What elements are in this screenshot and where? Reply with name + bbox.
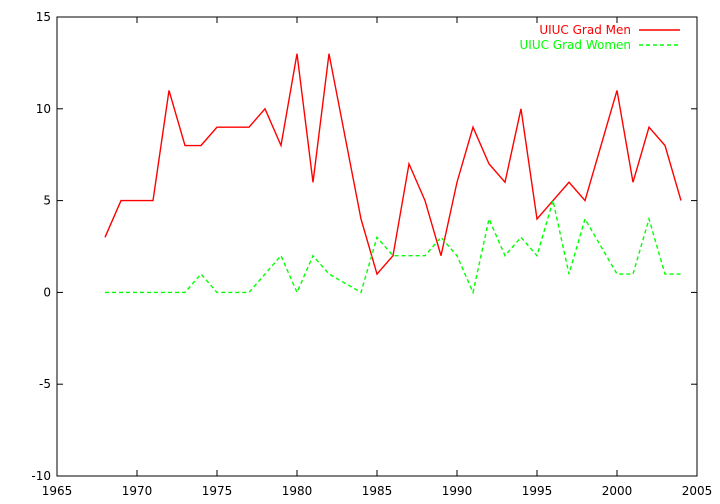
x-tick-label: 2000 [602,484,633,498]
x-tick-label: 1990 [442,484,473,498]
series-line-0 [104,53,682,276]
legend-label: UIUC Grad Men [539,23,631,37]
x-tick-labels: 1965 1970 1975 1980 1985 1990 1995 2000 2005 [42,484,713,498]
series-lines [104,53,682,295]
x-tick-label: 1985 [362,484,393,498]
x-tick-label: 2005 [682,484,713,498]
y-tick-labels: -10 -5 0 5 10 15 [31,10,51,483]
axis-ticks [56,16,698,477]
y-tick-label: -5 [39,377,51,391]
y-tick-label: -10 [31,469,51,483]
y-tick-label: 5 [43,194,51,208]
y-tick-label: 10 [36,102,51,116]
y-tick-label: 0 [43,285,51,299]
x-tick-label: 1995 [522,484,553,498]
y-tick-label: 15 [36,10,51,24]
legend-label: UIUC Grad Women [520,38,632,52]
x-tick-label: 1975 [202,484,233,498]
x-tick-label: 1980 [282,484,313,498]
x-tick-label: 1965 [42,484,73,498]
x-tick-label: 1970 [122,484,153,498]
series-line-1 [105,200,681,295]
